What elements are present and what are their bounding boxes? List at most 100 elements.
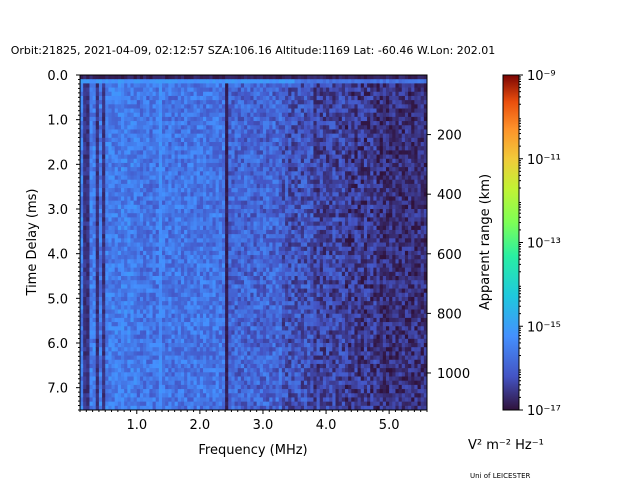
heatmap-cell — [266, 229, 270, 235]
heatmap-cell — [225, 359, 229, 365]
heatmap-cell — [130, 83, 135, 88]
heatmap-cell — [105, 200, 109, 206]
heatmap-cell — [244, 242, 248, 248]
heatmap-cell — [266, 280, 270, 285]
heatmap-cell — [108, 192, 112, 197]
heatmap-cell — [234, 397, 239, 403]
heatmap-cell — [168, 359, 172, 365]
heatmap-cell — [98, 238, 103, 243]
heatmap-cell — [218, 204, 223, 210]
heatmap-cell — [136, 401, 141, 407]
heatmap-cell — [139, 183, 144, 189]
heatmap-cell — [80, 296, 84, 302]
heatmap-cell — [121, 171, 125, 176]
heatmap-cell — [234, 305, 239, 310]
heatmap-cell — [158, 204, 163, 210]
heatmap-cell — [196, 384, 201, 390]
heatmap-cell — [105, 301, 109, 306]
heatmap-cell — [95, 372, 100, 377]
heatmap-cell — [124, 363, 128, 369]
heatmap-cell — [190, 326, 194, 331]
heatmap-cell — [203, 137, 207, 143]
heatmap-cell — [272, 334, 276, 340]
heatmap-cell — [269, 167, 273, 172]
heatmap-cell — [92, 267, 97, 273]
heatmap-cell — [108, 301, 112, 306]
heatmap-cell — [228, 397, 232, 403]
heatmap-cell — [272, 263, 276, 269]
heatmap-cell — [95, 179, 100, 185]
heatmap-cell — [108, 351, 112, 356]
heatmap-cell — [209, 363, 213, 369]
heatmap-cell — [177, 330, 182, 336]
heatmap-cell — [259, 213, 264, 218]
heatmap-cell — [108, 83, 112, 88]
heatmap-cell — [218, 284, 223, 289]
heatmap-cell — [114, 380, 119, 386]
heatmap-cell — [89, 188, 94, 193]
heatmap-cell — [146, 246, 150, 252]
heatmap-cell — [259, 397, 264, 403]
heatmap-cell — [221, 154, 226, 160]
heatmap-cell — [221, 229, 226, 235]
heatmap-cell — [275, 112, 280, 118]
heatmap-cell — [199, 213, 204, 218]
heatmap-cell — [162, 133, 166, 139]
heatmap-cell — [111, 305, 116, 310]
heatmap-cell — [199, 154, 204, 160]
heatmap-cell — [130, 183, 135, 189]
heatmap-cell — [244, 389, 248, 394]
heatmap-cell — [111, 162, 116, 168]
heatmap-cell — [269, 246, 273, 252]
heatmap-cell — [171, 171, 176, 176]
heatmap-cell — [244, 79, 248, 84]
heatmap-cell — [130, 213, 135, 218]
heatmap-cell — [212, 142, 217, 147]
heatmap-cell — [117, 238, 122, 243]
heatmap-cell — [117, 267, 122, 273]
heatmap-cell — [124, 313, 128, 319]
heatmap-cell — [108, 183, 112, 189]
heatmap-cell — [130, 405, 135, 411]
heatmap-cell — [199, 83, 204, 88]
heatmap-cell — [149, 380, 153, 386]
heatmap-cell — [98, 368, 103, 373]
heatmap-cell — [114, 162, 119, 168]
heatmap-cell — [102, 158, 106, 164]
heatmap-cell — [209, 343, 213, 348]
heatmap-cell — [218, 242, 223, 248]
heatmap-cell — [121, 183, 125, 189]
heatmap-cell — [272, 317, 276, 323]
heatmap-cell — [228, 217, 232, 222]
heatmap-cell — [218, 125, 223, 130]
heatmap-cell — [80, 116, 84, 122]
heatmap-cell — [199, 79, 204, 84]
heatmap-cell — [266, 179, 270, 185]
heatmap-cell — [231, 142, 235, 147]
heatmap-cell — [209, 280, 213, 285]
heatmap-cell — [124, 108, 128, 114]
heatmap-cell — [92, 351, 97, 356]
heatmap-cell — [206, 221, 210, 227]
heatmap-cell — [143, 271, 147, 277]
heatmap-cell — [212, 133, 217, 139]
heatmap-cell — [165, 137, 169, 143]
heatmap-cell — [121, 225, 125, 231]
heatmap-cell — [180, 175, 185, 181]
heatmap-cell — [221, 225, 226, 231]
heatmap-cell — [184, 359, 188, 365]
heatmap-cell — [80, 179, 84, 185]
heatmap-cell — [121, 259, 125, 264]
heatmap-cell — [234, 259, 239, 264]
heatmap-cell — [149, 87, 153, 93]
heatmap-cell — [221, 271, 226, 277]
heatmap-cell — [158, 359, 163, 365]
heatmap-cell — [146, 213, 150, 218]
heatmap-cell — [149, 347, 153, 352]
heatmap-cell — [244, 313, 248, 319]
heatmap-cell — [133, 200, 138, 206]
heatmap-cell — [234, 384, 239, 390]
heatmap-cell — [121, 397, 125, 403]
heatmap-cell — [86, 217, 90, 222]
heatmap-cell — [184, 343, 188, 348]
